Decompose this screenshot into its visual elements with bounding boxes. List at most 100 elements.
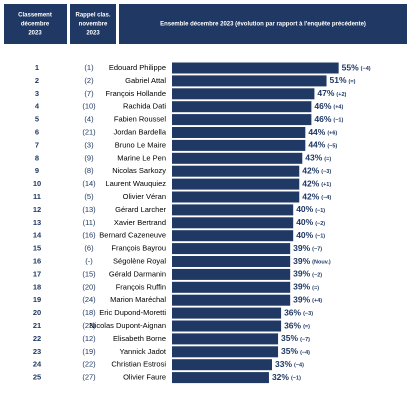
- evolution: (=): [303, 324, 310, 330]
- name: Nicolas Sarkozy: [112, 166, 166, 175]
- previous-rank: (8): [84, 166, 94, 175]
- value-label: 40%: [296, 217, 313, 227]
- name: Bernard Cazeneuve: [99, 231, 166, 240]
- previous-rank: (27): [82, 373, 96, 382]
- value-label: 35%: [281, 346, 298, 356]
- header-rank: décembre: [21, 22, 50, 28]
- name: Bruno Le Maire: [115, 140, 166, 149]
- bar: [172, 230, 294, 242]
- name: Fabien Roussel: [114, 115, 166, 124]
- rank: 12: [33, 205, 41, 214]
- evolution: (+4): [333, 105, 343, 111]
- value-label: 39%: [293, 294, 310, 304]
- evolution: (−1): [315, 234, 325, 240]
- evolution: (−4): [361, 66, 371, 72]
- bar: [172, 256, 291, 267]
- rank: 19: [33, 295, 41, 304]
- name: Jordan Bardella: [113, 127, 166, 136]
- value-label: 36%: [284, 307, 301, 317]
- header-previous: Rappel clas.: [75, 13, 110, 19]
- rank: 20: [33, 308, 41, 317]
- bar: [172, 114, 312, 126]
- rank: 16: [33, 256, 41, 265]
- previous-rank: (-): [85, 256, 93, 265]
- value-label: 39%: [293, 269, 310, 279]
- previous-rank: (22): [82, 360, 96, 369]
- bar: [172, 191, 300, 203]
- evolution: (−1): [315, 208, 325, 214]
- bar: [172, 178, 300, 190]
- bar: [172, 127, 306, 138]
- previous-rank: (3): [84, 140, 94, 149]
- header-previous: 2023: [86, 31, 100, 37]
- rank: 4: [35, 102, 40, 111]
- name: François Ruffin: [116, 282, 166, 291]
- evolution: (−2): [312, 272, 322, 278]
- name: Gérald Darmanin: [109, 269, 166, 278]
- previous-rank: (2): [84, 76, 94, 85]
- previous-rank: (19): [82, 347, 96, 356]
- previous-rank: (12): [82, 334, 96, 343]
- name: Marion Maréchal: [110, 295, 166, 304]
- evolution: (−1): [291, 376, 301, 382]
- rank: 13: [33, 218, 41, 227]
- value-label: 39%: [293, 256, 310, 266]
- bar: [172, 281, 291, 293]
- bar: [172, 359, 272, 371]
- rank: 11: [33, 192, 41, 201]
- name: Laurent Wauquiez: [105, 179, 166, 188]
- rank: 25: [33, 373, 41, 382]
- previous-rank: (16): [82, 231, 96, 240]
- name: Elisabeth Borne: [113, 334, 166, 343]
- value-label: 36%: [284, 320, 301, 330]
- rank: 10: [33, 179, 41, 188]
- value-label: 40%: [296, 230, 313, 240]
- bar: [172, 152, 303, 164]
- value-label: 42%: [302, 191, 319, 201]
- value-label: 33%: [275, 359, 292, 369]
- name: Marine Le Pen: [117, 153, 166, 162]
- rank: 21: [33, 321, 41, 330]
- evolution: (−1): [333, 118, 343, 124]
- evolution: (−3): [321, 169, 331, 175]
- name: Eric Dupond-Moretti: [99, 308, 166, 317]
- name: Gabriel Attal: [125, 76, 166, 85]
- previous-rank: (13): [82, 205, 96, 214]
- evolution: (Nouv.): [312, 259, 331, 265]
- previous-rank: (7): [84, 89, 94, 98]
- bar: [172, 204, 294, 216]
- value-label: 39%: [293, 243, 310, 253]
- bar: [172, 333, 279, 345]
- bar: [172, 243, 291, 255]
- rank: 7: [35, 140, 39, 149]
- previous-rank: (5): [84, 192, 94, 201]
- value-label: 39%: [293, 282, 310, 292]
- name: Olivier Faure: [123, 373, 166, 382]
- rank: 24: [33, 360, 42, 369]
- bar: [172, 62, 339, 74]
- rank: 1: [35, 63, 39, 72]
- value-label: 42%: [302, 178, 319, 188]
- name: Yannick Jadot: [119, 347, 166, 356]
- evolution: (−3): [303, 311, 313, 317]
- rank: 3: [35, 89, 39, 98]
- previous-rank: (9): [84, 153, 94, 162]
- rank: 9: [35, 166, 39, 175]
- value-label: 47%: [317, 88, 334, 98]
- name: Edouard Philippe: [109, 63, 166, 72]
- evolution: (−4): [294, 363, 304, 369]
- evolution: (−2): [315, 221, 325, 227]
- header-cell: [4, 4, 67, 44]
- evolution: (−7): [300, 337, 310, 343]
- name: François Bayrou: [111, 244, 166, 253]
- name: François Hollande: [106, 89, 166, 98]
- evolution: (=): [349, 79, 356, 85]
- bar: [172, 88, 315, 100]
- value-label: 46%: [314, 114, 331, 124]
- header-cell: [70, 4, 116, 44]
- previous-rank: (10): [82, 102, 96, 111]
- header-rank: Classement: [18, 13, 52, 19]
- name: Olivier Véran: [123, 192, 166, 201]
- bar: [172, 372, 269, 384]
